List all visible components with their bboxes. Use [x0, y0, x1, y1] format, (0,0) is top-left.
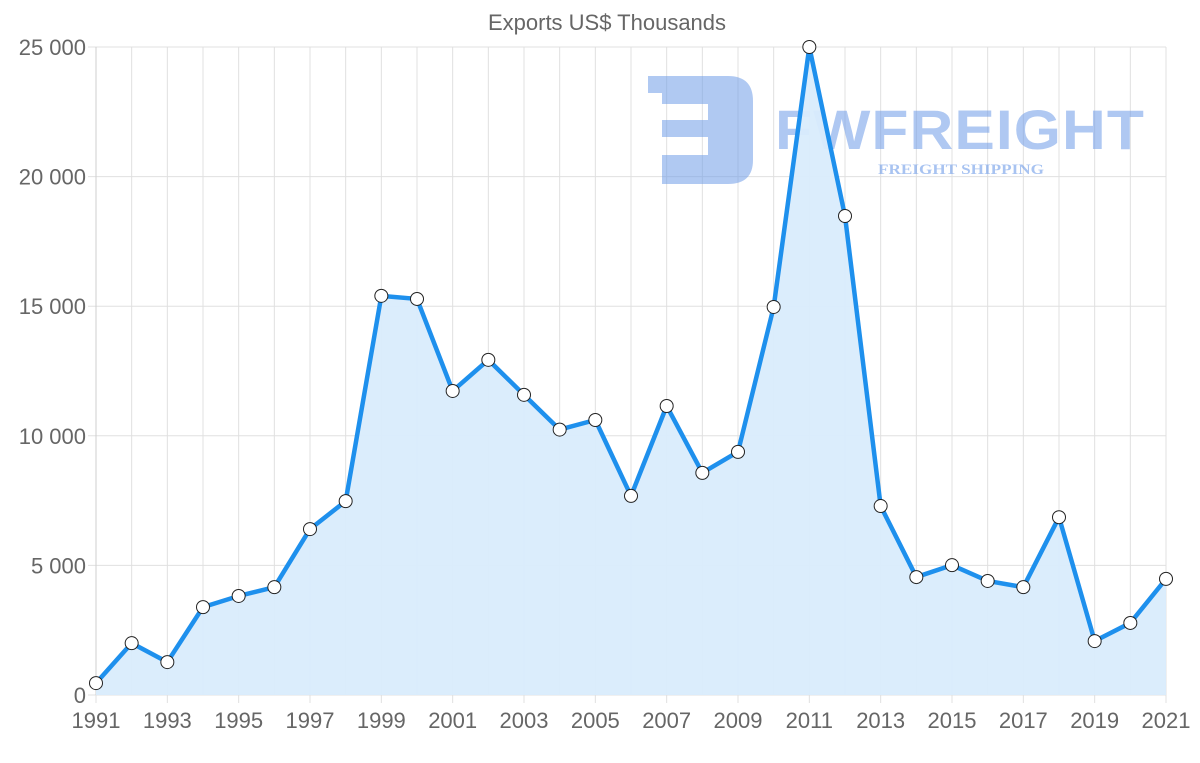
watermark-tagline: FREIGHT SHIPPING: [878, 162, 1044, 178]
x-tick-label: 1997: [286, 708, 335, 733]
data-point[interactable]: [588, 412, 603, 427]
data-point[interactable]: [160, 655, 175, 670]
x-tick-label: 2013: [856, 708, 905, 733]
data-point[interactable]: [1052, 510, 1066, 525]
data-point[interactable]: [1123, 615, 1138, 630]
data-point[interactable]: [267, 580, 282, 595]
x-tick-label: 2017: [999, 708, 1048, 733]
data-point[interactable]: [481, 352, 496, 367]
data-point[interactable]: [445, 383, 460, 398]
x-axis: 1991 1993 1995 1997 1999 2001 2003 2005 2007 2009…: [72, 708, 1191, 733]
data-point[interactable]: [1159, 571, 1173, 586]
area-fill: [96, 47, 1166, 695]
data-point[interactable]: [909, 570, 924, 585]
data-point[interactable]: [838, 208, 852, 223]
data-point[interactable]: [695, 465, 710, 480]
y-tick-label: 15 000: [19, 294, 86, 319]
data-point[interactable]: [1016, 580, 1031, 595]
x-tick-label: 1999: [357, 708, 406, 733]
y-tick-label: 25 000: [19, 35, 86, 60]
data-point[interactable]: [303, 522, 317, 537]
data-point[interactable]: [410, 291, 424, 306]
fwfreight-logo-icon: [648, 76, 753, 184]
data-points: [89, 40, 1173, 691]
x-tick-label: 1991: [72, 708, 121, 733]
data-point[interactable]: [196, 600, 210, 615]
brand-watermark: FWFREIGHT FREIGHT SHIPPING: [648, 76, 1145, 184]
chart-title: Exports US$ Thousands: [488, 10, 726, 35]
y-tick-label: 0: [74, 683, 86, 708]
data-point[interactable]: [945, 558, 959, 573]
data-point[interactable]: [231, 588, 246, 603]
x-tick-label: 1993: [143, 708, 192, 733]
y-tick-label: 5 000: [31, 553, 86, 578]
data-point[interactable]: [374, 288, 389, 303]
data-point[interactable]: [624, 488, 638, 503]
x-tick-label: 1995: [214, 708, 263, 733]
data-point[interactable]: [731, 444, 745, 459]
x-tick-label: 2001: [428, 708, 477, 733]
x-tick-label: 2003: [500, 708, 549, 733]
x-tick-label: 2015: [928, 708, 977, 733]
y-axis: 0 5 000 10 000 15 000 20 000 25 000: [19, 35, 86, 708]
y-tick-label: 10 000: [19, 424, 86, 449]
data-point[interactable]: [766, 299, 781, 314]
data-point[interactable]: [124, 636, 139, 651]
y-tick-label: 20 000: [19, 165, 86, 190]
data-point[interactable]: [1087, 634, 1102, 649]
x-tick-label: 2007: [642, 708, 691, 733]
x-tick-label: 2009: [714, 708, 763, 733]
data-point[interactable]: [338, 494, 353, 509]
data-point[interactable]: [659, 398, 674, 413]
data-point[interactable]: [517, 387, 531, 402]
data-point[interactable]: [980, 573, 995, 588]
watermark-brand: FWFREIGHT: [775, 98, 1145, 161]
x-tick-label: 2005: [571, 708, 620, 733]
data-point[interactable]: [552, 422, 567, 437]
data-point[interactable]: [802, 40, 817, 54]
x-tick-label: 2021: [1142, 708, 1191, 733]
data-point[interactable]: [89, 676, 103, 691]
data-point[interactable]: [873, 499, 888, 514]
x-tick-label: 2011: [786, 708, 833, 733]
x-tick-label: 2019: [1070, 708, 1119, 733]
